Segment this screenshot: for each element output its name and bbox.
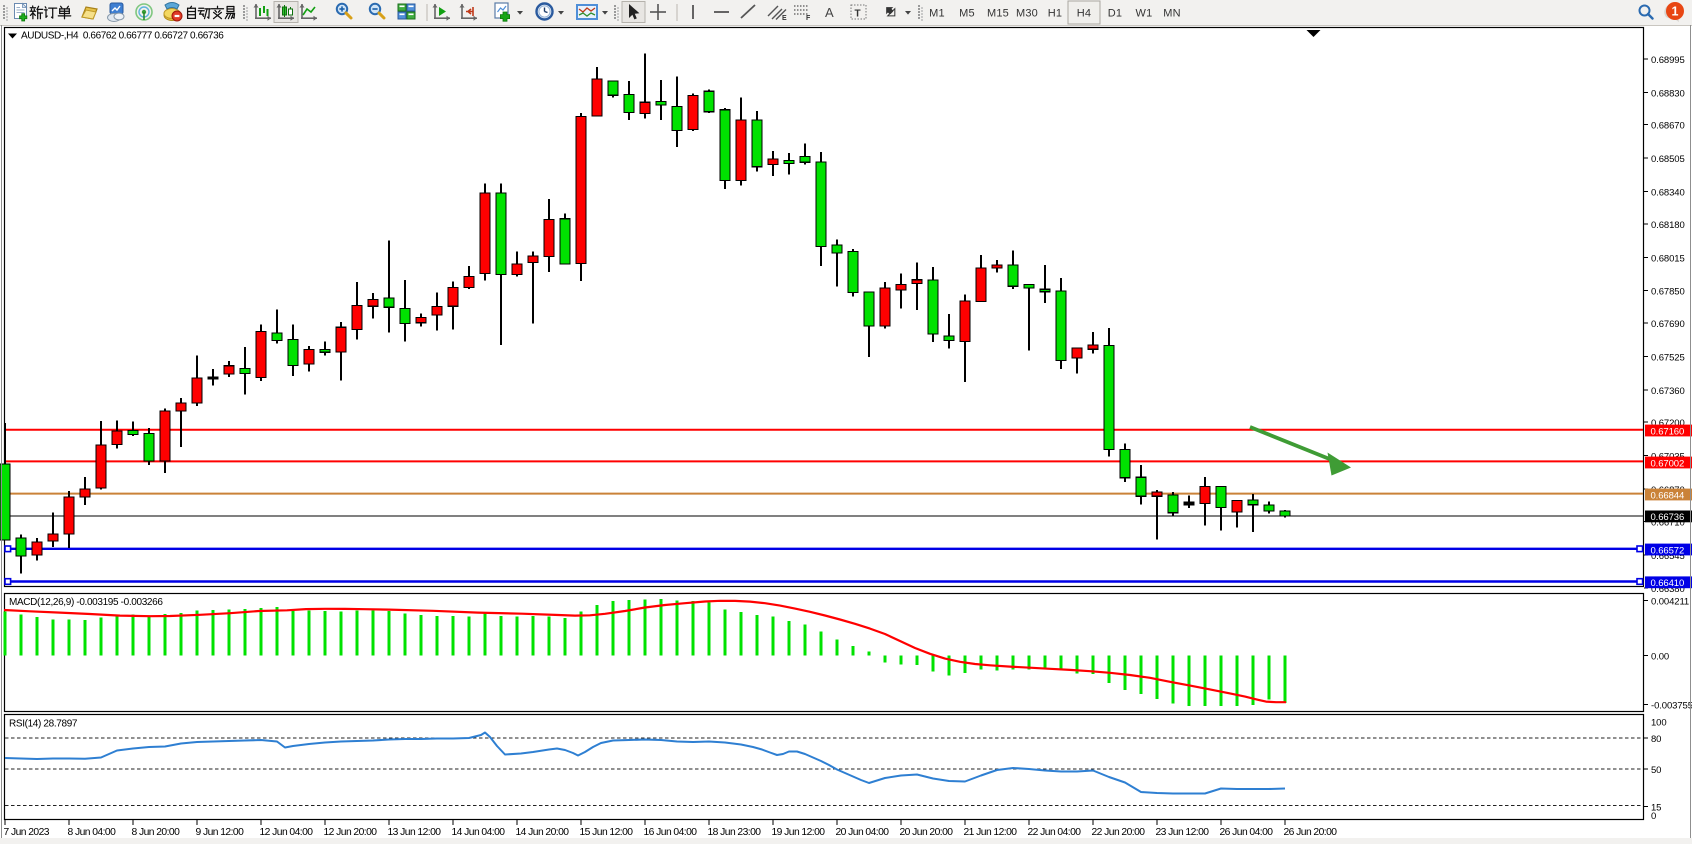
svg-text:M1: M1 — [929, 8, 945, 20]
svg-text:19 Jun 12:00: 19 Jun 12:00 — [772, 827, 826, 838]
svg-text:0.67200: 0.67200 — [1651, 418, 1685, 429]
svg-text:9 Jun 12:00: 9 Jun 12:00 — [196, 827, 245, 838]
svg-text:22 Jun 20:00: 22 Jun 20:00 — [1092, 827, 1146, 838]
svg-text:26 Jun 04:00: 26 Jun 04:00 — [1220, 827, 1274, 838]
svg-text:0.66545: 0.66545 — [1651, 551, 1685, 562]
svg-text:0.00: 0.00 — [1651, 651, 1669, 662]
svg-text:D1: D1 — [1108, 8, 1122, 20]
svg-text:0: 0 — [1651, 811, 1656, 822]
svg-text:13 Jun 12:00: 13 Jun 12:00 — [388, 827, 442, 838]
svg-text:-0.003755: -0.003755 — [1651, 701, 1692, 712]
svg-text:15 Jun 12:00: 15 Jun 12:00 — [580, 827, 634, 838]
svg-text:14 Jun 20:00: 14 Jun 20:00 — [516, 827, 570, 838]
svg-text:50: 50 — [1651, 765, 1661, 776]
svg-text:M5: M5 — [959, 8, 975, 20]
svg-text:0.68670: 0.68670 — [1651, 121, 1685, 132]
svg-text:0.66410: 0.66410 — [1651, 578, 1685, 589]
svg-text:22 Jun 04:00: 22 Jun 04:00 — [1028, 827, 1082, 838]
svg-text:0.67002: 0.67002 — [1651, 458, 1685, 469]
svg-text:100: 100 — [1651, 718, 1667, 729]
svg-text:0.66844: 0.66844 — [1651, 490, 1685, 501]
svg-text:0.68340: 0.68340 — [1651, 188, 1685, 199]
svg-text:1: 1 — [1672, 5, 1679, 19]
svg-text:RSI(14) 28.7897: RSI(14) 28.7897 — [9, 719, 78, 730]
svg-text:0.004211: 0.004211 — [1651, 597, 1689, 608]
svg-text:0.67850: 0.67850 — [1651, 287, 1685, 298]
svg-text:F: F — [806, 15, 811, 22]
svg-text:15: 15 — [1651, 802, 1661, 813]
svg-text:T: T — [855, 9, 861, 20]
svg-text:MN: MN — [1163, 8, 1181, 20]
svg-text:0.66572: 0.66572 — [1651, 545, 1685, 556]
svg-text:0.67160: 0.67160 — [1651, 426, 1685, 437]
svg-text:H4: H4 — [1077, 8, 1091, 20]
svg-text:8 Jun 20:00: 8 Jun 20:00 — [132, 827, 181, 838]
svg-text:0.68995: 0.68995 — [1651, 55, 1685, 66]
svg-text:H1: H1 — [1048, 8, 1062, 20]
svg-text:23 Jun 12:00: 23 Jun 12:00 — [1156, 827, 1210, 838]
svg-text:0.66710: 0.66710 — [1651, 517, 1685, 528]
svg-text:20 Jun 20:00: 20 Jun 20:00 — [900, 827, 954, 838]
svg-text:12 Jun 04:00: 12 Jun 04:00 — [260, 827, 314, 838]
svg-text:MACD(12,26,9) -0.003195 -0.003: MACD(12,26,9) -0.003195 -0.003266 — [9, 597, 163, 608]
svg-text:12 Jun 20:00: 12 Jun 20:00 — [324, 827, 378, 838]
svg-text:80: 80 — [1651, 734, 1661, 745]
svg-text:A: A — [825, 5, 834, 20]
svg-text:0.68015: 0.68015 — [1651, 253, 1685, 264]
svg-text:7 Jun 2023: 7 Jun 2023 — [4, 827, 50, 838]
svg-text:AUDUSD-,H4 0.66762 0.66777 0.: AUDUSD-,H4 0.66762 0.66777 0.66727 0.667… — [21, 31, 224, 42]
svg-text:20 Jun 04:00: 20 Jun 04:00 — [836, 827, 890, 838]
svg-text:18 Jun 23:00: 18 Jun 23:00 — [708, 827, 762, 838]
svg-text:14 Jun 04:00: 14 Jun 04:00 — [452, 827, 506, 838]
svg-text:16 Jun 04:00: 16 Jun 04:00 — [644, 827, 698, 838]
svg-text:21 Jun 12:00: 21 Jun 12:00 — [964, 827, 1018, 838]
svg-text:0.67525: 0.67525 — [1651, 352, 1685, 363]
svg-text:0.68830: 0.68830 — [1651, 88, 1685, 99]
svg-text:0.67360: 0.67360 — [1651, 386, 1685, 397]
svg-text:W1: W1 — [1136, 8, 1153, 20]
svg-text:M30: M30 — [1016, 8, 1038, 20]
svg-text:8 Jun 04:00: 8 Jun 04:00 — [68, 827, 117, 838]
svg-text:0.67690: 0.67690 — [1651, 319, 1685, 330]
svg-text:26 Jun 20:00: 26 Jun 20:00 — [1284, 827, 1338, 838]
svg-text:0.66736: 0.66736 — [1651, 512, 1685, 523]
svg-text:0.68180: 0.68180 — [1651, 220, 1685, 231]
svg-text:0.68505: 0.68505 — [1651, 154, 1685, 165]
svg-text:0.66380: 0.66380 — [1651, 584, 1685, 595]
svg-text:M15: M15 — [987, 8, 1009, 20]
svg-text:E: E — [782, 15, 787, 22]
